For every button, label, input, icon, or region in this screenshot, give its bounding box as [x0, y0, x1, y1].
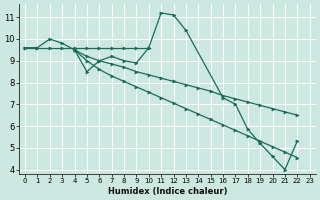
X-axis label: Humidex (Indice chaleur): Humidex (Indice chaleur) [108, 187, 227, 196]
